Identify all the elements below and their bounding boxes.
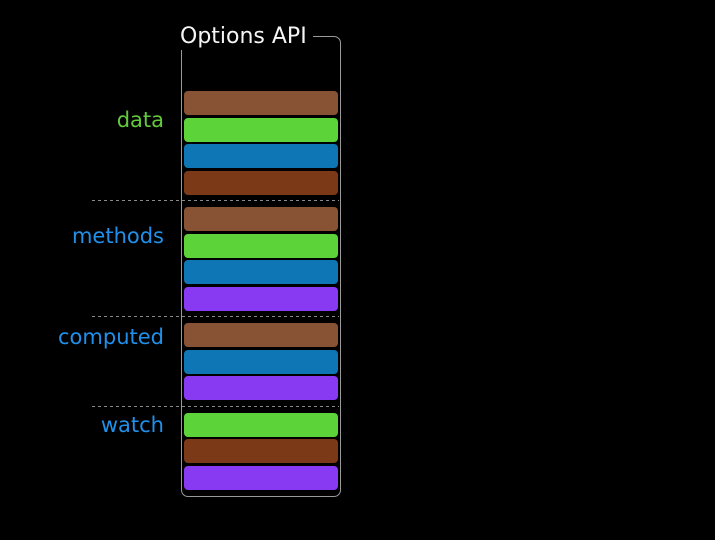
group-label-computed: computed [58, 325, 164, 349]
diagram-title: Options API [176, 23, 313, 50]
bar-blue [184, 260, 338, 284]
bar-brown [184, 323, 338, 347]
bar-darkbrown [184, 170, 338, 195]
bar-purple [184, 376, 338, 400]
bars-column [91, 91, 339, 490]
group-separator [91, 316, 339, 318]
bar-green [184, 117, 338, 142]
bar-purple [184, 286, 338, 311]
bar-darkbrown [184, 439, 338, 463]
bar-group-computed [184, 323, 338, 400]
bar-group-data [184, 91, 338, 195]
group-separator [91, 405, 339, 407]
bar-purple [184, 465, 338, 490]
group-label-data: data [116, 108, 164, 132]
bar-blue [184, 349, 338, 374]
group-label-watch: watch [100, 413, 164, 437]
bar-group-methods [184, 207, 338, 311]
bar-group-watch [184, 412, 338, 490]
labels-column: data methods computed watch [0, 0, 166, 540]
bar-brown [184, 207, 338, 231]
bar-blue [184, 144, 338, 168]
bar-brown [184, 91, 338, 115]
bar-green [184, 412, 338, 437]
group-separator [91, 200, 339, 202]
group-label-methods: methods [71, 224, 164, 248]
bar-green [184, 233, 338, 258]
